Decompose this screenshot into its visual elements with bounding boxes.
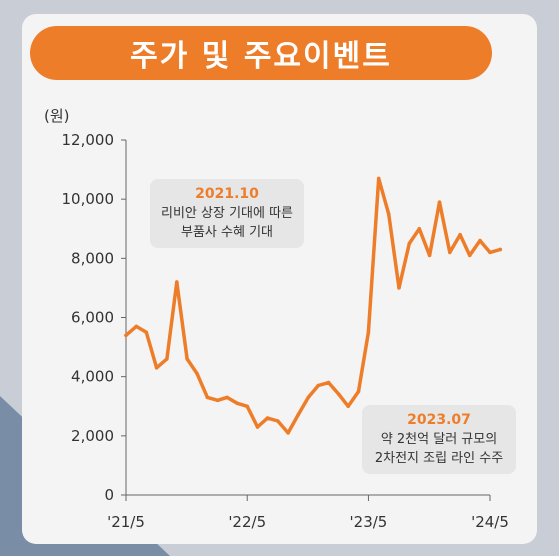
chart-title: 주가 및 주요이벤트 <box>30 26 492 80</box>
price-point <box>337 392 341 397</box>
annotation-line: 리비안 상장 기대에 따른 <box>161 206 293 221</box>
y-unit-label: (원) <box>44 107 70 125</box>
annotation-line: 2차전지 조립 라인 수주 <box>374 451 504 466</box>
price-line <box>124 176 503 435</box>
price-point <box>165 357 169 361</box>
price-point <box>225 395 229 400</box>
annotation-2023-07: 2023.07 약 2천억 달러 규모의 2차전지 조립 라인 수주 <box>362 405 516 474</box>
annotation-date: 2023.07 <box>407 412 471 428</box>
y-tick-label: 12,000 <box>62 131 115 149</box>
price-point <box>376 176 381 181</box>
price-point <box>326 380 331 385</box>
y-tick-label: 2,000 <box>71 427 114 445</box>
price-point <box>265 416 270 420</box>
annotation-date: 2021.10 <box>195 186 259 202</box>
price-point <box>175 280 179 284</box>
price-point <box>124 333 128 338</box>
price-point <box>205 395 210 400</box>
price-point <box>498 247 503 252</box>
price-point <box>417 226 422 231</box>
price-point <box>144 330 149 335</box>
annotation-2021-10: 2021.10 리비안 상장 기대에 따른 부품사 수혜 기대 <box>150 179 304 248</box>
price-point <box>488 250 492 255</box>
price-point <box>255 425 260 429</box>
price-point <box>437 200 442 204</box>
x-tick-label: '22/5 <box>228 513 266 531</box>
y-tick-label: 8,000 <box>71 249 114 267</box>
y-tick-label: 4,000 <box>71 368 114 386</box>
y-tick-label: 0 <box>104 486 114 504</box>
y-tick-label: 10,000 <box>62 190 115 208</box>
price-point <box>275 419 280 423</box>
price-point <box>407 241 412 246</box>
price-point <box>427 253 432 258</box>
x-tick-label: '21/5 <box>107 513 145 531</box>
price-point <box>467 253 472 258</box>
y-tick-label: 6,000 <box>71 309 114 327</box>
price-point <box>215 398 220 403</box>
price-point <box>346 404 350 409</box>
price-point <box>235 401 240 406</box>
annotation-line: 약 2천억 달러 규모의 <box>380 432 498 447</box>
price-point <box>316 383 321 388</box>
annotation-line: 부품사 수혜 기대 <box>181 225 273 240</box>
x-tick-label: '23/5 <box>350 513 388 531</box>
price-point <box>397 286 401 290</box>
price-point <box>154 365 159 370</box>
price-point <box>134 324 139 329</box>
price-point <box>306 395 311 400</box>
price-point <box>448 250 452 255</box>
price-point <box>245 404 250 409</box>
price-point <box>195 371 199 376</box>
price-point <box>458 232 462 237</box>
price-point <box>185 357 189 361</box>
price-point <box>286 431 290 435</box>
price-point <box>356 389 361 394</box>
price-point <box>478 238 482 243</box>
price-point <box>366 330 371 335</box>
x-tick-label: '24/5 <box>471 513 509 531</box>
price-point <box>386 212 391 216</box>
price-point <box>296 413 300 417</box>
